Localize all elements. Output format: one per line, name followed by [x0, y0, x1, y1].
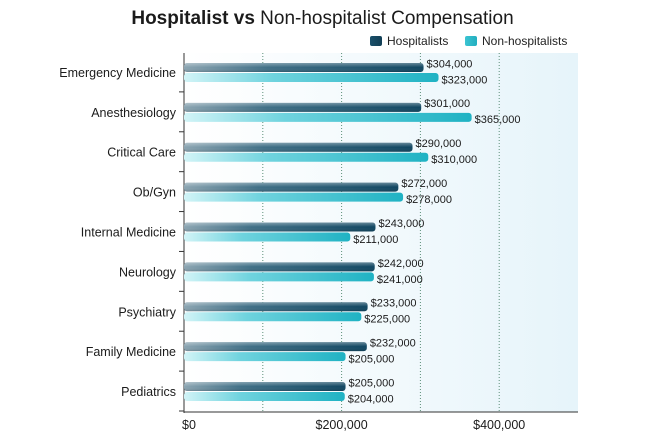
data-label-non-hospitalists: $278,000 — [406, 194, 452, 206]
data-label-hospitalists: $233,000 — [371, 298, 417, 310]
legend-label-hospitalists: Hospitalists — [387, 34, 449, 48]
bar-non-hospitalists — [184, 72, 439, 82]
legend-item-non-hospitalists: Non-hospitalists — [465, 34, 567, 48]
category-label: Emergency Medicine — [59, 66, 176, 80]
legend-swatch-non-hospitalists — [465, 36, 477, 46]
category-label: Anesthesiology — [91, 106, 177, 120]
data-label-hospitalists: $301,000 — [424, 98, 470, 110]
bar-hospitalists-shine — [184, 62, 424, 72]
data-label-non-hospitalists: $310,000 — [431, 154, 477, 166]
legend-swatch-hospitalists — [370, 36, 382, 46]
data-label-non-hospitalists: $204,000 — [348, 393, 394, 405]
data-label-non-hospitalists: $241,000 — [377, 274, 423, 286]
category-label: Neurology — [119, 265, 177, 279]
data-label-hospitalists: $272,000 — [401, 178, 447, 190]
x-tick-label: $200,000 — [316, 418, 368, 432]
category-label: Psychiatry — [118, 305, 176, 319]
data-label-non-hospitalists: $211,000 — [353, 234, 398, 246]
bar-hospitalists-shine — [184, 342, 367, 352]
bar-hospitalists-shine — [184, 382, 346, 392]
data-label-non-hospitalists: $205,000 — [349, 354, 395, 366]
bar-non-hospitalists — [184, 392, 345, 402]
category-label: Critical Care — [107, 146, 176, 160]
bar-non-hospitalists — [184, 112, 472, 122]
data-label-non-hospitalists: $365,000 — [475, 114, 521, 126]
bar-non-hospitalists — [184, 232, 351, 242]
data-label-hospitalists: $242,000 — [378, 258, 424, 270]
category-label: Family Medicine — [86, 345, 176, 359]
chart-title: Hospitalist vs Non-hospitalist Compensat… — [0, 8, 645, 30]
bar-non-hospitalists — [184, 152, 429, 162]
data-label-non-hospitalists: $225,000 — [364, 314, 410, 326]
data-label-hospitalists: $304,000 — [427, 58, 473, 70]
bar-non-hospitalists — [184, 312, 362, 322]
legend-label-non-hospitalists: Non-hospitalists — [482, 34, 568, 48]
bar-hospitalists-shine — [184, 222, 376, 232]
data-label-hospitalists: $232,000 — [370, 338, 416, 350]
category-label: Internal Medicine — [81, 226, 176, 240]
bar-hospitalists-shine — [184, 262, 375, 272]
data-label-hospitalists: $243,000 — [378, 218, 424, 230]
category-label: Ob/Gyn — [133, 186, 176, 200]
bar-non-hospitalists — [184, 192, 404, 202]
category-label: Pediatrics — [121, 385, 176, 399]
bar-hospitalists-shine — [184, 302, 368, 312]
legend-item-hospitalists: Hospitalists — [370, 34, 448, 48]
chart-title-rest: Non-hospitalist Compensation — [260, 8, 514, 29]
x-tick-label: $0 — [182, 418, 196, 432]
bar-non-hospitalists — [184, 272, 374, 282]
bar-hospitalists-shine — [184, 102, 422, 112]
data-label-non-hospitalists: $323,000 — [442, 74, 488, 86]
bar-hospitalists-shine — [184, 182, 399, 192]
data-label-hospitalists: $205,000 — [349, 377, 395, 389]
bar-hospitalists-shine — [184, 142, 413, 152]
chart-title-bold: Hospitalist vs — [131, 8, 255, 29]
x-tick-label: $400,000 — [473, 418, 525, 432]
data-label-hospitalists: $290,000 — [416, 138, 462, 150]
bar-non-hospitalists — [184, 352, 346, 362]
